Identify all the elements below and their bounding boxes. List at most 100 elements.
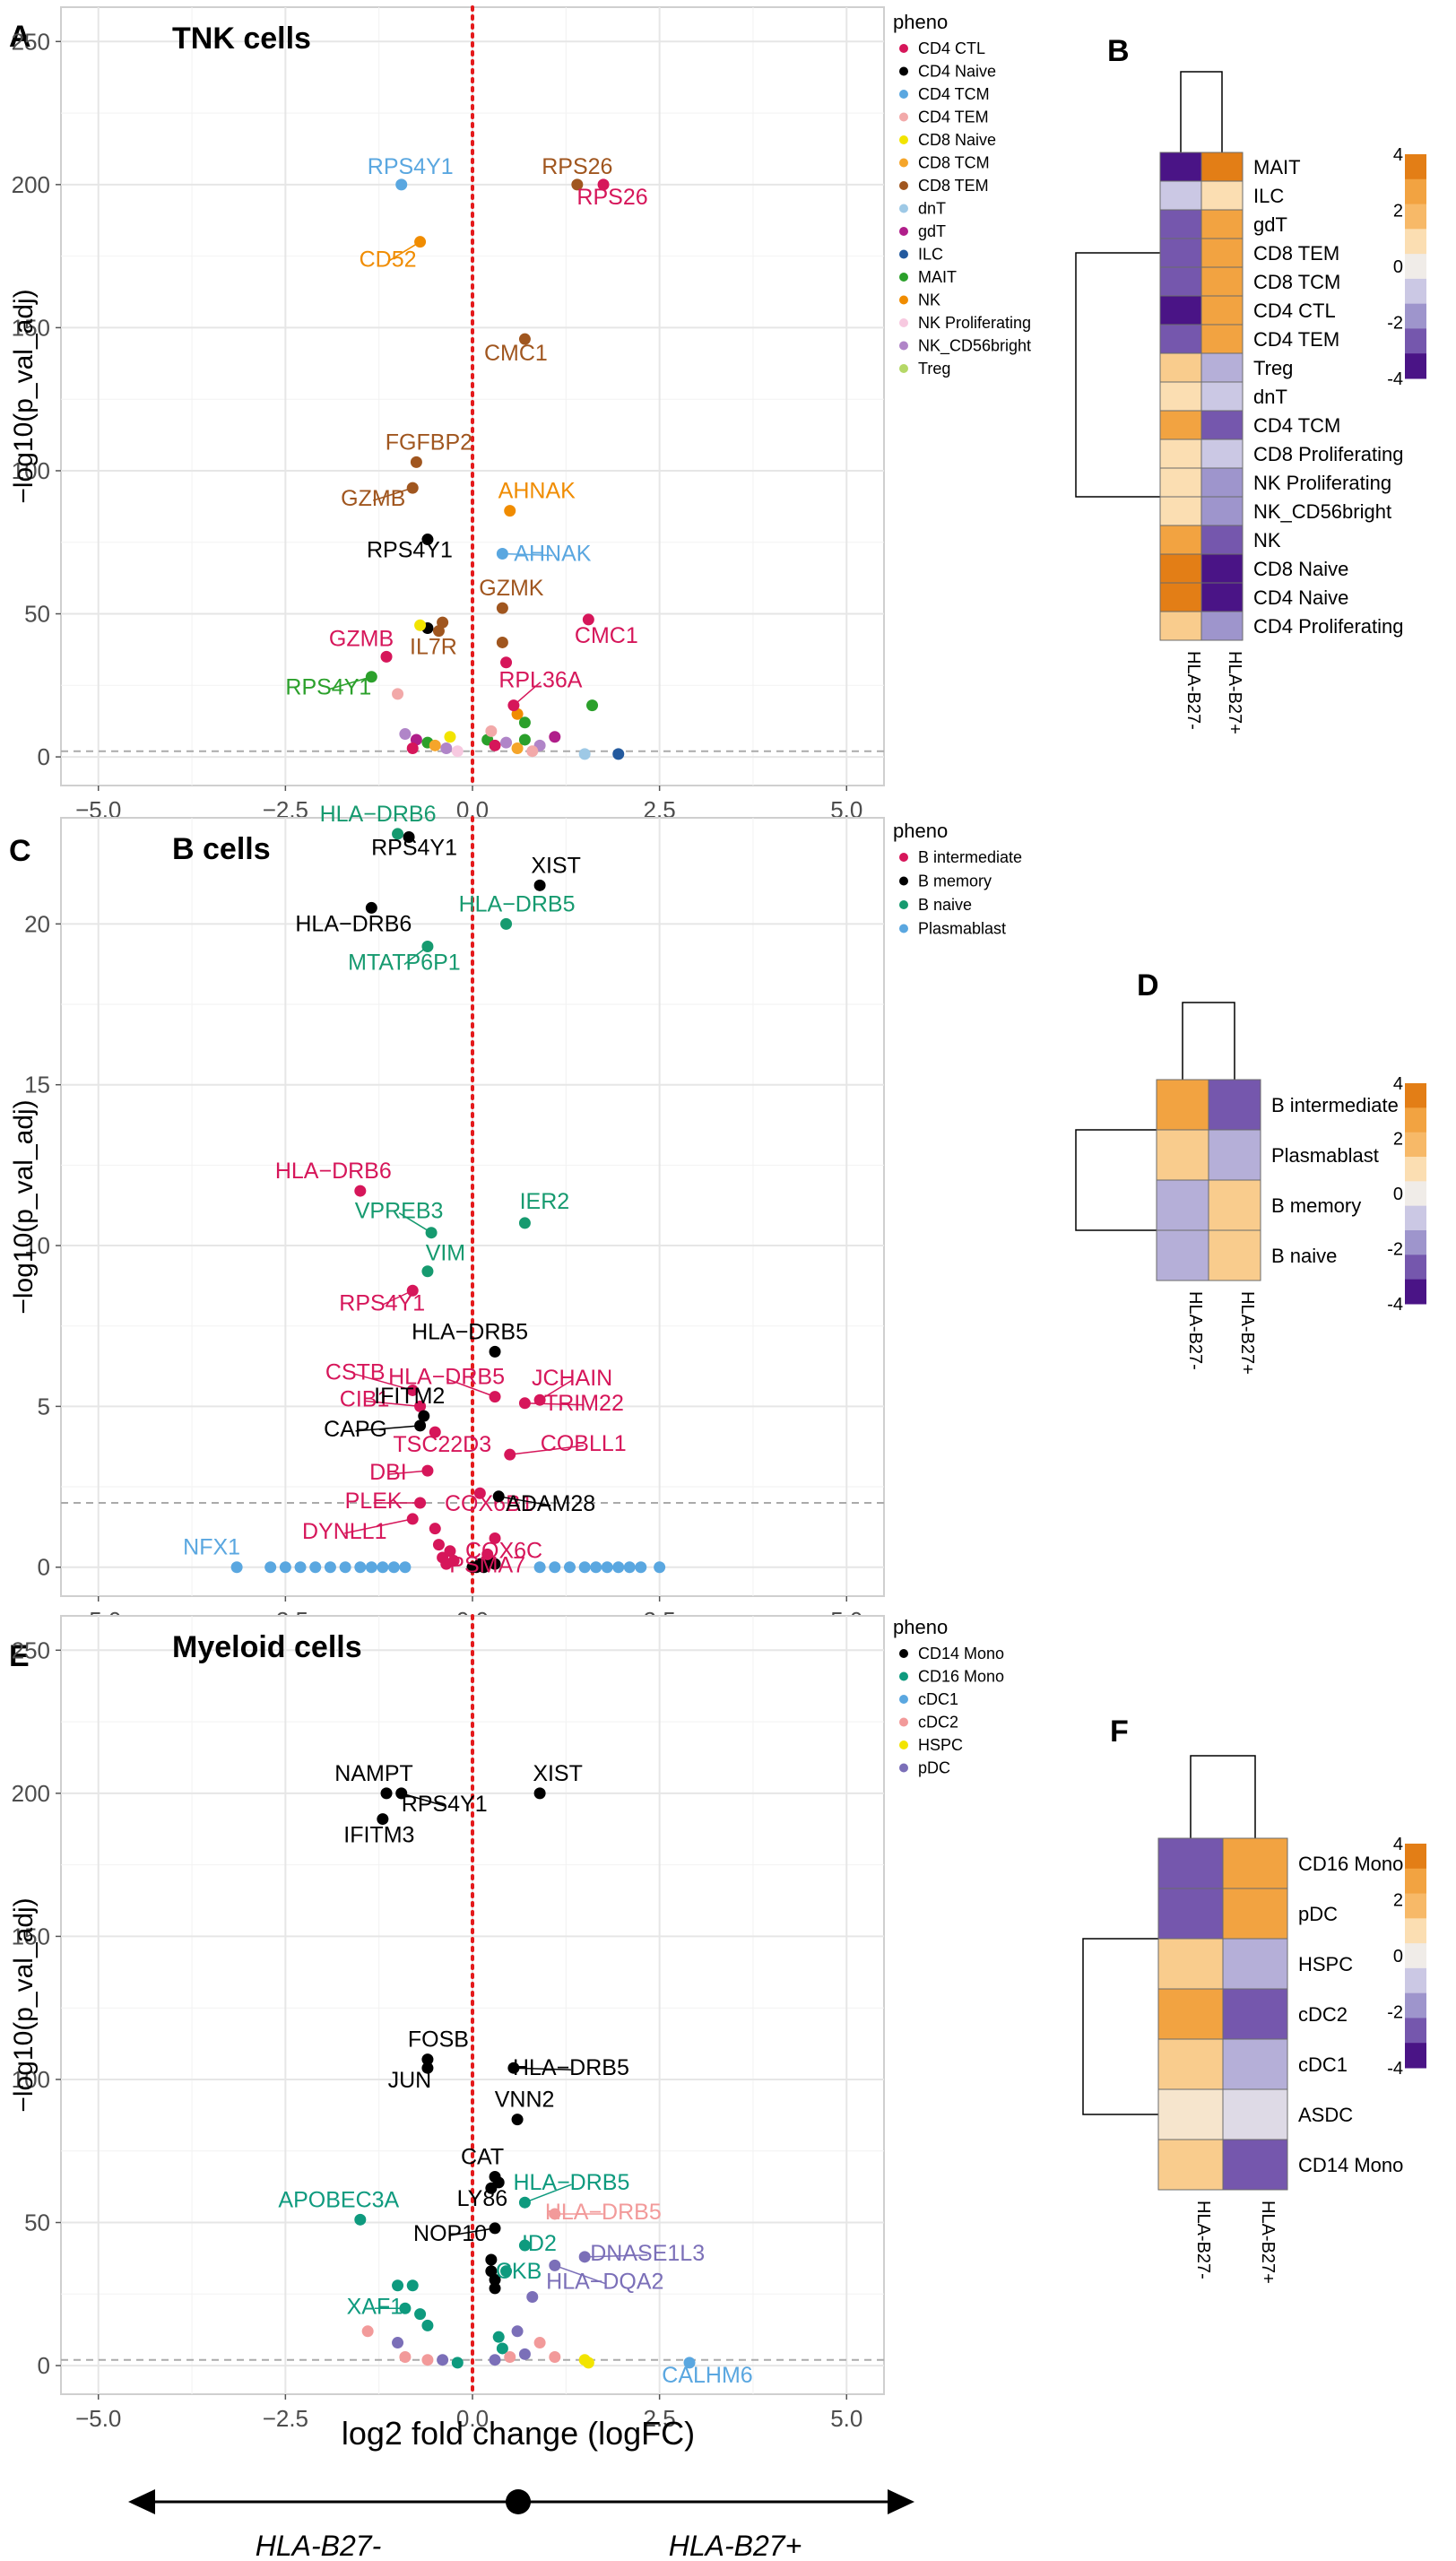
data-point bbox=[492, 2331, 505, 2343]
direction-label-left: HLA-B27- bbox=[256, 2530, 382, 2561]
legend-label: CD4 CTL bbox=[918, 39, 985, 57]
data-point bbox=[387, 1561, 400, 1574]
gene-label: JCHAIN bbox=[532, 1366, 612, 1391]
heatmap-cell bbox=[1200, 496, 1244, 526]
heatmap-cell bbox=[1222, 1837, 1288, 1889]
label-connector bbox=[539, 1379, 573, 1401]
row-label: cDC1 bbox=[1298, 2053, 1348, 2076]
labeled-data-point bbox=[377, 1813, 389, 1826]
heatmap-cell bbox=[1159, 525, 1202, 555]
column-label: HLA-B27+ bbox=[1225, 651, 1244, 734]
gene-label: CAT bbox=[461, 2144, 504, 2169]
gene-label: GZMK bbox=[479, 576, 544, 601]
labeled-data-point bbox=[380, 1787, 393, 1800]
data-point bbox=[324, 1561, 336, 1574]
heatmap-cell bbox=[1200, 553, 1244, 584]
panel-letter-a: A bbox=[9, 20, 31, 54]
gene-label: AHNAK bbox=[498, 479, 576, 504]
data-point bbox=[489, 2282, 501, 2295]
data-point bbox=[294, 1561, 307, 1574]
y-tick-label: 0 bbox=[38, 743, 50, 770]
gene-label: HLA−DQA2 bbox=[546, 2269, 663, 2294]
legend-label: HSPC bbox=[918, 1736, 963, 1754]
panel-letter-e: E bbox=[9, 1639, 30, 1673]
row-label: CD4 Proliferating bbox=[1253, 615, 1404, 638]
data-point bbox=[590, 1561, 602, 1574]
gene-label: CSTB bbox=[325, 1359, 386, 1385]
data-point bbox=[399, 728, 412, 741]
row-label: CD4 TEM bbox=[1253, 328, 1339, 351]
row-label: dnT bbox=[1253, 386, 1287, 408]
color-legend-label: -2 bbox=[1387, 1240, 1403, 1260]
color-legend-step bbox=[1405, 1157, 1426, 1182]
color-legend-step bbox=[1405, 2018, 1426, 2044]
heatmap-cell bbox=[1159, 438, 1202, 469]
heatmap-cell bbox=[1157, 2139, 1224, 2191]
legend-swatch bbox=[899, 249, 908, 259]
gene-label: FOSB bbox=[408, 2027, 469, 2053]
legend-label: B intermediate bbox=[918, 848, 1022, 866]
legend-label: cDC2 bbox=[918, 1714, 958, 1732]
legend-label: CD14 Mono bbox=[918, 1645, 1004, 1662]
y-tick-label: 100 bbox=[12, 457, 50, 484]
data-point bbox=[623, 1561, 636, 1574]
labeled-data-point bbox=[410, 456, 422, 468]
color-legend-step bbox=[1405, 1205, 1426, 1231]
labeled-data-point bbox=[489, 2222, 501, 2235]
label-connector bbox=[401, 1793, 445, 1807]
legend-swatch bbox=[899, 876, 908, 886]
heatmap-cell bbox=[1208, 1229, 1261, 1281]
heatmap-panel-tnk: MAIT ILC gdT CD8 TEM CD8 TCM CD4 CTL CD4 TEM Tr… bbox=[1075, 71, 1426, 734]
legend-label: NK bbox=[918, 291, 940, 309]
heatmap-cell bbox=[1157, 2038, 1224, 2090]
data-point bbox=[451, 2357, 464, 2369]
label-connector bbox=[554, 2264, 606, 2285]
color-legend-step bbox=[1405, 204, 1426, 230]
gene-label: GZMB bbox=[341, 486, 405, 511]
label-connector bbox=[498, 1496, 551, 1506]
color-legend-step bbox=[1405, 1279, 1426, 1305]
color-legend-step bbox=[1405, 1844, 1426, 1870]
legend-label: CD4 Naive bbox=[918, 63, 996, 81]
color-legend-label: 2 bbox=[1393, 1130, 1403, 1150]
data-point bbox=[504, 2351, 516, 2364]
data-point bbox=[489, 2273, 501, 2286]
legend-swatch bbox=[899, 295, 908, 305]
heatmap-cell bbox=[1222, 2038, 1288, 2090]
y-tick-label: 20 bbox=[24, 910, 50, 937]
labeled-data-point bbox=[421, 2062, 434, 2074]
label-connector bbox=[398, 1212, 432, 1234]
heatmap-panel-b: B intermediate Plasmablast B memory B naive… bbox=[1075, 1002, 1426, 1375]
color-legend-step bbox=[1405, 1107, 1426, 1133]
labeled-data-point bbox=[533, 879, 546, 891]
gene-label: IL7R bbox=[410, 635, 457, 660]
label-connector bbox=[355, 1373, 413, 1392]
gene-label: RPS4Y1 bbox=[285, 675, 371, 700]
color-legend-step bbox=[1405, 1967, 1426, 1994]
data-point bbox=[365, 1561, 377, 1574]
direction-arrow bbox=[128, 2489, 914, 2514]
labeled-data-point bbox=[485, 2182, 498, 2194]
data-point bbox=[309, 1561, 322, 1574]
color-legend-label: -4 bbox=[1387, 2059, 1403, 2079]
gene-label: DYNLL1 bbox=[302, 1519, 387, 1544]
data-point bbox=[518, 734, 531, 746]
color-legend-step bbox=[1405, 1943, 1426, 1969]
data-point bbox=[399, 2351, 412, 2364]
data-point bbox=[612, 748, 625, 760]
color-legend-step bbox=[1405, 353, 1426, 379]
labeled-data-point bbox=[354, 1185, 367, 1197]
gene-label: TSC22D3 bbox=[393, 1432, 491, 1457]
color-legend-step bbox=[1405, 178, 1426, 205]
labeled-data-point bbox=[511, 2114, 524, 2126]
labeled-data-point bbox=[500, 917, 513, 930]
color-legend-label: 2 bbox=[1393, 1891, 1403, 1911]
heatmap-cell bbox=[1156, 1129, 1209, 1181]
gene-label: RPS4Y1 bbox=[367, 538, 453, 563]
row-label: NK Proliferating bbox=[1253, 472, 1391, 494]
legend-swatch bbox=[899, 1741, 908, 1749]
legend-swatch bbox=[899, 44, 908, 53]
labeled-data-point bbox=[518, 1397, 531, 1410]
gene-label: ID2 bbox=[522, 2231, 557, 2256]
heatmap-cell bbox=[1159, 352, 1202, 383]
